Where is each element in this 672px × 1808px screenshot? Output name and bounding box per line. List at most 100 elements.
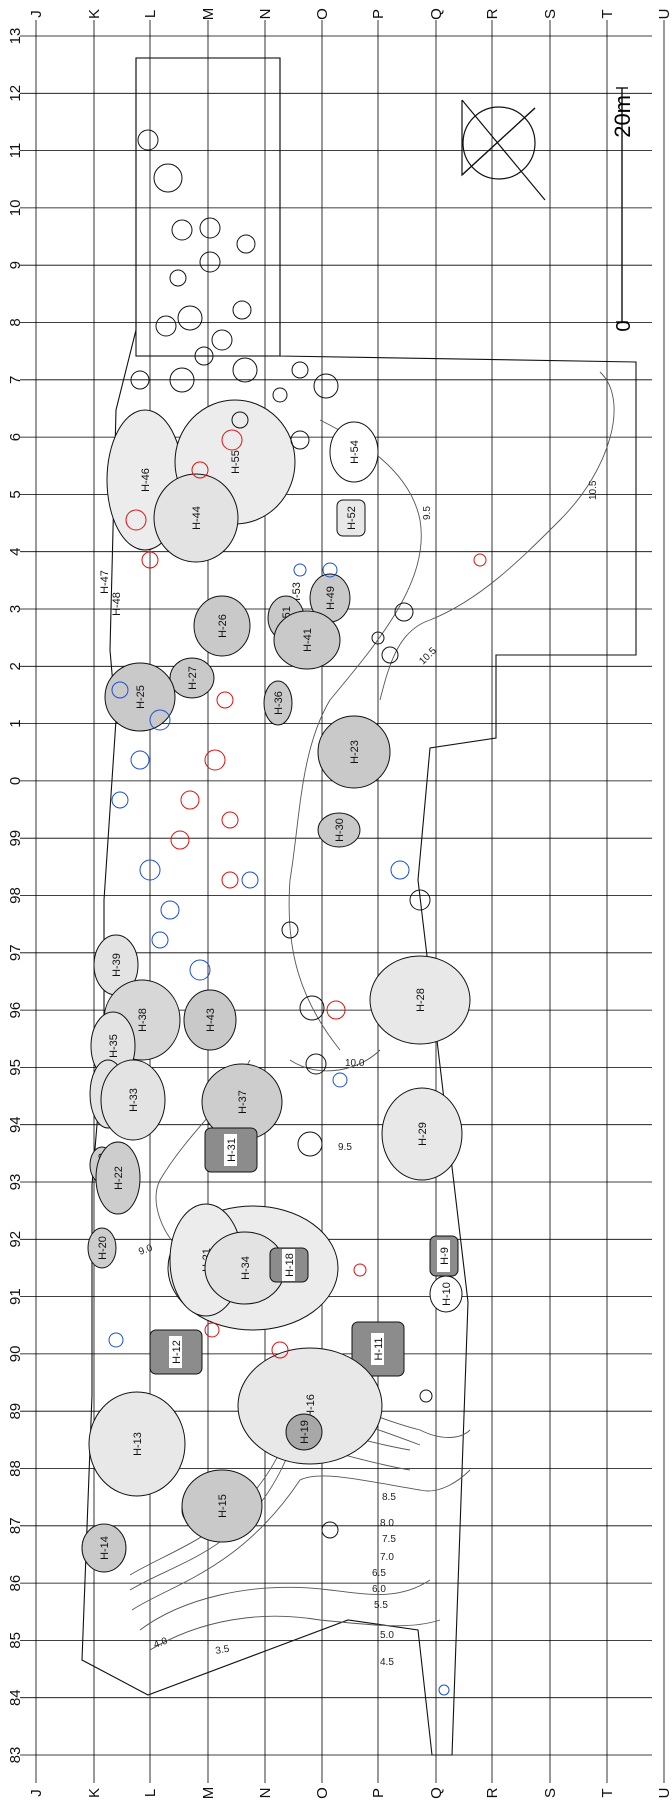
pit-marker bbox=[153, 163, 183, 193]
column-label-bottom: U bbox=[656, 1788, 672, 1799]
column-label-top: K bbox=[86, 9, 103, 19]
pit-marker bbox=[241, 871, 259, 889]
north-arrow bbox=[461, 99, 546, 201]
feature-h44: H-44 bbox=[153, 473, 239, 563]
column-labels-top: J K L M N O P Q R S T U bbox=[28, 8, 672, 21]
pit-marker bbox=[297, 1131, 323, 1157]
feature-h39: H-39 bbox=[93, 934, 139, 996]
contour-lines bbox=[129, 371, 615, 1651]
feature-h11: H-11 bbox=[351, 1321, 405, 1377]
feature-outline bbox=[183, 989, 237, 1051]
pit-marker bbox=[169, 367, 195, 393]
feature-label: H-15 bbox=[217, 1494, 229, 1518]
pit-marker bbox=[221, 811, 239, 829]
feature-h25: H-25 bbox=[104, 662, 176, 732]
feature-outline bbox=[100, 1059, 166, 1141]
pit-marker bbox=[216, 691, 234, 709]
feature-label: H-16 bbox=[305, 1394, 317, 1418]
feature-label: H-14 bbox=[99, 1536, 111, 1560]
pit-marker bbox=[409, 889, 431, 911]
row-label: 95 bbox=[7, 1059, 24, 1076]
feature-label: H-38 bbox=[137, 1008, 149, 1032]
feature-label: H-37 bbox=[237, 1090, 249, 1114]
feature-label: H-35 bbox=[108, 1034, 120, 1058]
pit-marker bbox=[271, 1341, 289, 1359]
feature-label: H-44 bbox=[191, 506, 203, 530]
contour-label: 4.0 bbox=[152, 1636, 169, 1651]
feature-h19: H-19 bbox=[285, 1413, 323, 1451]
pit-marker bbox=[211, 329, 233, 351]
feature-label-bg bbox=[282, 1249, 295, 1281]
feature-outline bbox=[153, 473, 239, 563]
column-label-top: U bbox=[656, 9, 672, 20]
scale-label-top: 20m bbox=[610, 95, 635, 138]
column-label-top: Q bbox=[428, 8, 445, 20]
row-label: 94 bbox=[7, 1116, 24, 1133]
contour-label: 5.0 bbox=[380, 1630, 394, 1641]
feature-outline bbox=[104, 662, 176, 732]
pit-marker bbox=[371, 631, 385, 645]
pit-marker bbox=[111, 681, 129, 699]
row-label: 4 bbox=[7, 548, 24, 556]
pit-marker bbox=[149, 709, 171, 731]
feature-label: H-12 bbox=[171, 1340, 183, 1364]
pit-marker bbox=[281, 921, 299, 939]
row-label: 99 bbox=[7, 830, 24, 847]
column-label-bottom: O bbox=[314, 1787, 331, 1799]
contour-label: 8.0 bbox=[380, 1518, 394, 1529]
pit-marker bbox=[199, 251, 221, 273]
pit-marker bbox=[125, 509, 147, 531]
pit-marker bbox=[130, 750, 150, 770]
column-label-bottom: P bbox=[370, 1788, 387, 1798]
feature-label: H-18 bbox=[284, 1253, 296, 1277]
row-label: 9 bbox=[7, 261, 24, 269]
feature-outline bbox=[169, 657, 215, 699]
column-label-top: N bbox=[257, 9, 274, 20]
pit-marker bbox=[180, 790, 200, 810]
column-label-top: M bbox=[200, 8, 217, 21]
column-label-bottom: M bbox=[200, 1787, 217, 1800]
feature-label: H-25 bbox=[135, 685, 147, 709]
feature-label: H-52 bbox=[346, 506, 358, 530]
row-label: 89 bbox=[7, 1403, 24, 1420]
column-label-top: J bbox=[28, 10, 45, 18]
pit-marker bbox=[332, 1072, 348, 1088]
column-label-top: P bbox=[370, 9, 387, 19]
column-label-bottom: L bbox=[142, 1789, 159, 1797]
column-label-top: T bbox=[599, 9, 616, 18]
row-label: 90 bbox=[7, 1346, 24, 1363]
feature-label: H-20 bbox=[97, 1236, 109, 1260]
pit-marker bbox=[111, 791, 129, 809]
column-label-bottom: T bbox=[599, 1788, 616, 1797]
feature-label-bg bbox=[224, 1134, 237, 1166]
pit-marker bbox=[194, 346, 214, 366]
column-label-top: R bbox=[484, 8, 501, 19]
feature-h41: H-41 bbox=[273, 610, 341, 670]
feature-outline bbox=[317, 715, 391, 789]
contour-labels: 10.5 9.5 10.5 10.0 9.5 9.0 8.5 8.0 7.5 7… bbox=[137, 480, 599, 1668]
row-label: 85 bbox=[7, 1632, 24, 1649]
contour-label: 10.0 bbox=[345, 1058, 365, 1069]
pit-marker bbox=[108, 1332, 124, 1348]
column-label-top: S bbox=[542, 9, 559, 19]
pit-marker bbox=[293, 563, 307, 577]
pit-marker bbox=[321, 1521, 339, 1539]
feature-label: H-36 bbox=[273, 691, 285, 715]
pit-marker bbox=[139, 859, 161, 881]
pit-marker bbox=[221, 429, 243, 451]
feature-label: H-49 bbox=[325, 586, 337, 610]
feature-label: H-13 bbox=[132, 1432, 144, 1456]
pit-marker bbox=[155, 315, 177, 337]
feature-outline bbox=[88, 1391, 186, 1497]
feature-label: H-30 bbox=[334, 818, 346, 842]
pit-marker bbox=[290, 430, 310, 450]
column-labels-bottom: J K L M N O P Q R S T U bbox=[28, 1787, 672, 1800]
row-label: 87 bbox=[7, 1517, 24, 1534]
pit-marker bbox=[390, 860, 410, 880]
feature-outline bbox=[329, 421, 379, 483]
row-label: 91 bbox=[7, 1288, 24, 1305]
contour-label: 9.5 bbox=[422, 506, 433, 520]
scale-label-bottom: 0 bbox=[613, 320, 635, 331]
row-label: 2 bbox=[7, 662, 24, 670]
row-label: 3 bbox=[7, 605, 24, 613]
